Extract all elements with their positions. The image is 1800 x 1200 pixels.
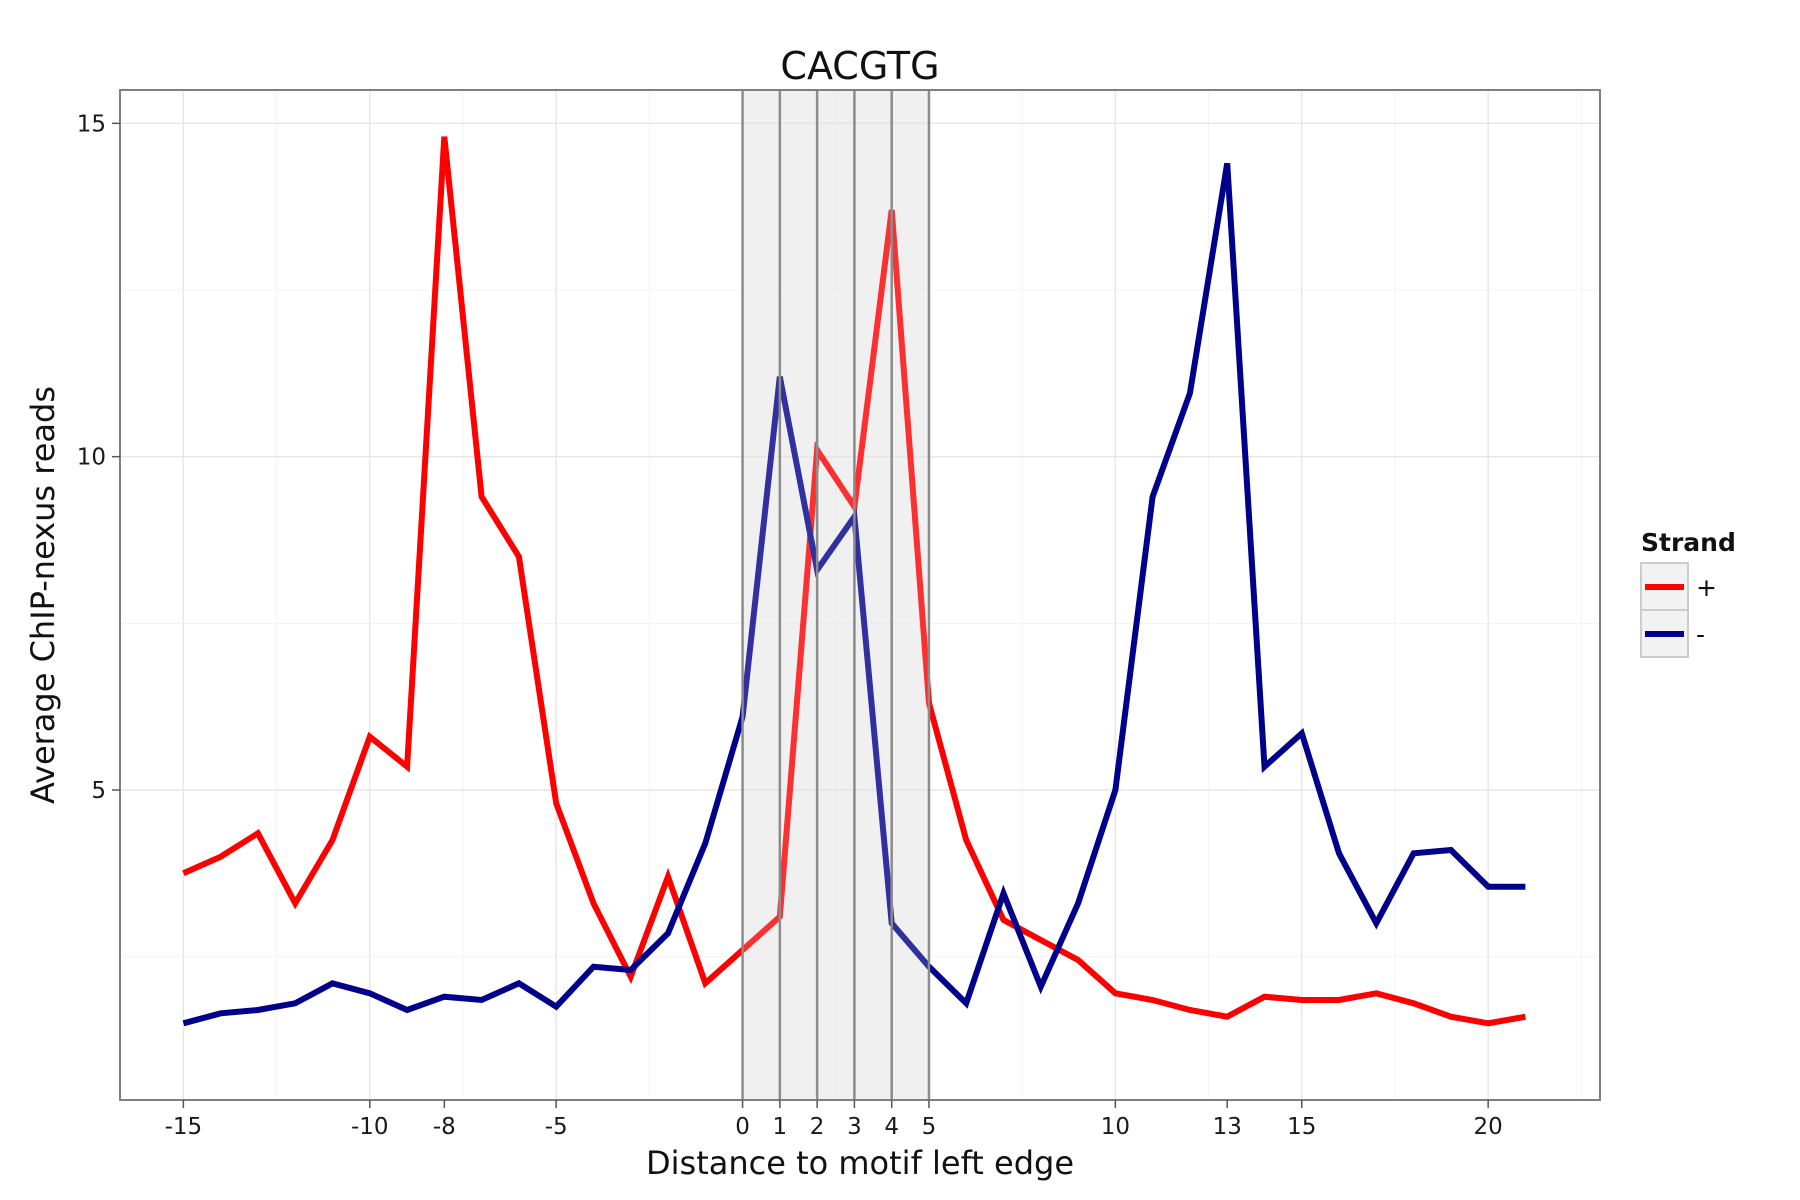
x-tick-label: 3	[847, 1114, 862, 1140]
x-tick-label: 4	[884, 1114, 899, 1140]
x-tick-label: -15	[165, 1114, 203, 1140]
legend: Strand + -	[1640, 528, 1736, 658]
x-axis-title: Distance to motif left edge	[646, 1144, 1074, 1182]
legend-title: Strand	[1641, 528, 1736, 557]
series-lines	[182, 90, 1526, 1100]
y-tick-label: 10	[77, 445, 106, 471]
y-tick-label: 15	[77, 111, 106, 137]
legend-label-minus: -	[1696, 620, 1705, 649]
chart-title: CACGTG	[780, 44, 939, 88]
x-tick-label: 5	[922, 1114, 937, 1140]
plot-border	[119, 89, 1601, 1101]
x-tick-label: 20	[1474, 1114, 1503, 1140]
x-tick-label: 2	[810, 1114, 825, 1140]
y-tick-label: 5	[91, 778, 106, 804]
x-tick-label: 0	[735, 1114, 750, 1140]
x-tick-label: 15	[1287, 1114, 1316, 1140]
x-tick-label: -8	[433, 1114, 456, 1140]
y-axis-title: Average ChIP-nexus reads	[24, 386, 62, 804]
motif-region-overlay	[742, 90, 929, 1100]
legend-label-plus: +	[1696, 573, 1717, 602]
x-tick-label: 1	[773, 1114, 788, 1140]
x-tick-label: -5	[545, 1114, 568, 1140]
x-tick-label: 13	[1213, 1114, 1242, 1140]
x-tick-label: -10	[351, 1114, 389, 1140]
x-tick-label: 10	[1101, 1114, 1130, 1140]
